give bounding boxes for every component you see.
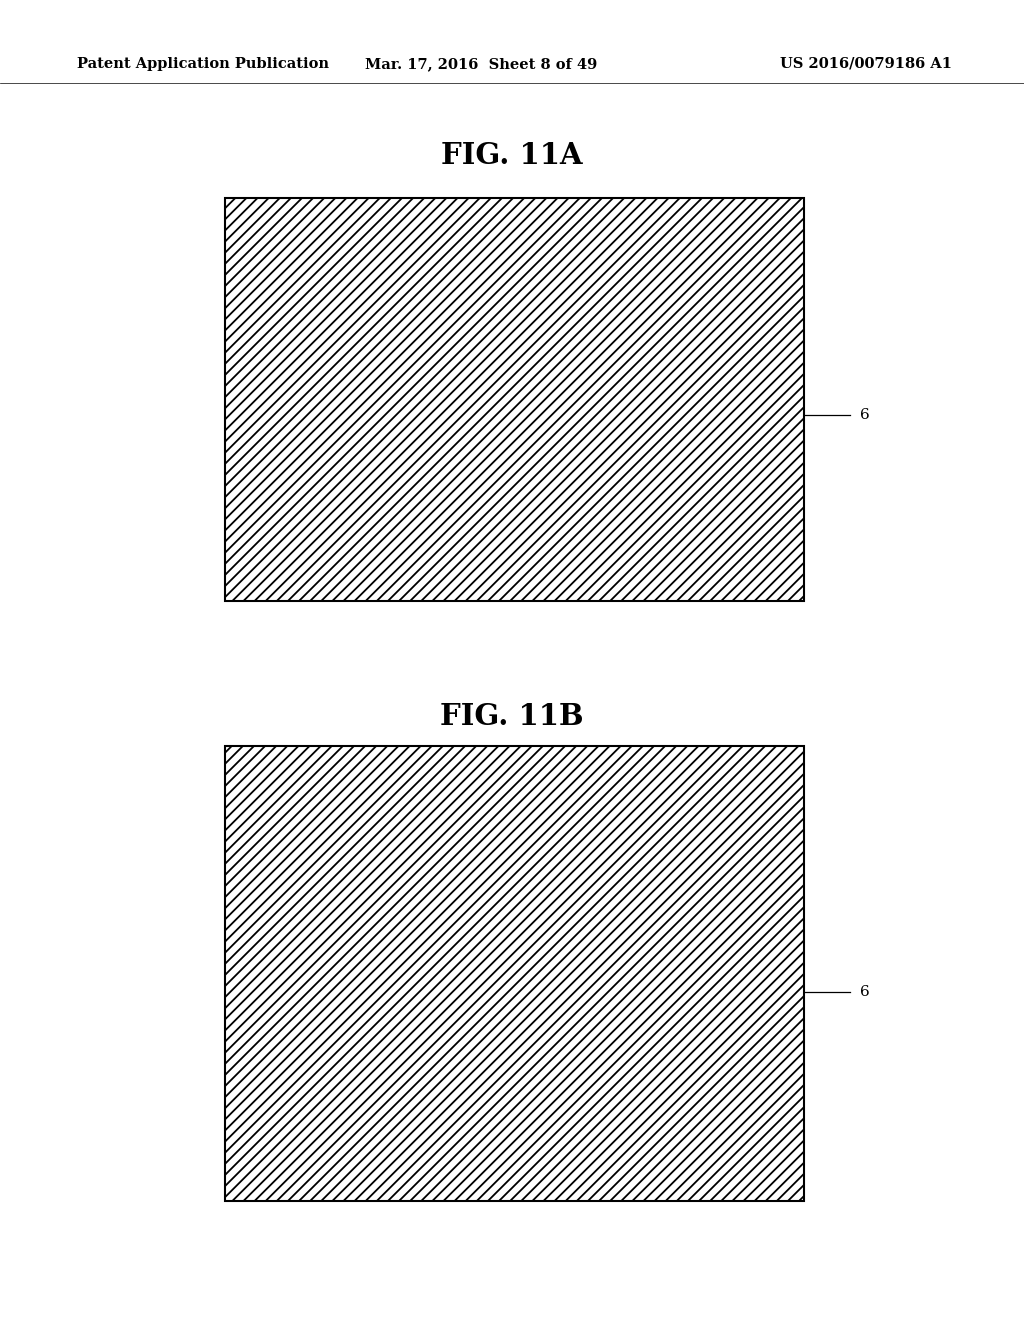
Text: Mar. 17, 2016  Sheet 8 of 49: Mar. 17, 2016 Sheet 8 of 49	[366, 57, 597, 71]
Text: 6: 6	[860, 408, 870, 422]
Text: 6: 6	[860, 985, 870, 999]
Bar	[225, 746, 804, 1201]
Text: FIG. 11A: FIG. 11A	[441, 141, 583, 170]
Bar	[225, 198, 804, 601]
Text: Patent Application Publication: Patent Application Publication	[77, 57, 329, 71]
Text: FIG. 11B: FIG. 11B	[440, 702, 584, 731]
Text: US 2016/0079186 A1: US 2016/0079186 A1	[780, 57, 952, 71]
